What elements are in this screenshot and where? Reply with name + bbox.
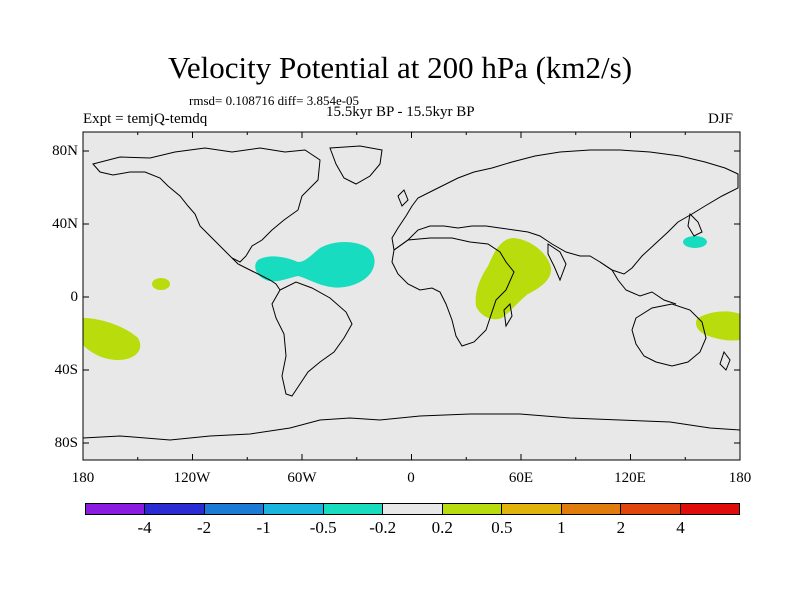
coastline-southeast-asia bbox=[599, 261, 677, 305]
colorbar bbox=[85, 503, 740, 515]
axis-ticks bbox=[82, 132, 741, 460]
coastline-africa bbox=[391, 237, 515, 347]
colorbar-label: 1 bbox=[557, 518, 566, 537]
positive-region-africa-indian bbox=[475, 238, 552, 320]
coastline-south-america bbox=[271, 281, 353, 397]
colorbar-label: -0.5 bbox=[309, 518, 337, 537]
negative-region-atlantic-caribbean bbox=[255, 242, 375, 288]
coastlines bbox=[82, 145, 741, 441]
coastline-europe-asia bbox=[391, 149, 739, 275]
coastline-greenland bbox=[329, 145, 383, 185]
season-label: DJF bbox=[708, 111, 734, 127]
coastline-india bbox=[547, 243, 567, 282]
coastline-australia bbox=[631, 303, 707, 367]
map-background bbox=[83, 132, 740, 460]
colorbar-cell bbox=[621, 504, 681, 514]
positive-region-hawaii bbox=[152, 278, 170, 290]
colorbar-label: 4 bbox=[676, 518, 685, 537]
plot-title: Velocity Potential at 200 hPa (km2/s) bbox=[167, 50, 633, 85]
period-label: 15.5kyr BP - 15.5kyr BP bbox=[326, 104, 475, 120]
experiment-label: Expt = temjQ-temdq bbox=[83, 111, 208, 127]
colorbar-cell bbox=[561, 504, 622, 514]
colorbar-cell bbox=[502, 504, 562, 514]
lat-label-0: 0 bbox=[71, 289, 79, 305]
colorbar-label: 0.5 bbox=[491, 518, 513, 537]
colorbar-label: -1 bbox=[256, 518, 271, 537]
coastline-japan bbox=[687, 212, 703, 237]
lat-label-40n: 40N bbox=[52, 216, 78, 232]
positive-region-southwest-pacific bbox=[696, 311, 740, 341]
lon-label-120e: 120E bbox=[614, 470, 646, 486]
colorbar-cell bbox=[264, 504, 324, 514]
colorbar-cell bbox=[145, 504, 205, 514]
negative-region-west-pacific bbox=[683, 236, 707, 248]
positive-region-south-pacific bbox=[83, 318, 141, 360]
colorbar-label: -4 bbox=[137, 518, 152, 537]
colorbar-label: 2 bbox=[616, 518, 626, 537]
colorbar-cell bbox=[383, 504, 443, 514]
colorbar-label: 0.2 bbox=[431, 518, 453, 537]
lon-label-60e: 60E bbox=[509, 470, 533, 486]
lon-label-180-east: 180 bbox=[729, 470, 752, 486]
lon-label-180-west: 180 bbox=[72, 470, 95, 486]
coastline-antarctica bbox=[82, 413, 741, 441]
lon-label-60w: 60W bbox=[287, 470, 317, 486]
colorbar-cell bbox=[86, 504, 146, 514]
coastline-uk bbox=[397, 189, 409, 207]
colorbar-label: -0.2 bbox=[369, 518, 397, 537]
coastline-new-zealand bbox=[719, 350, 731, 371]
lon-label-120w: 120W bbox=[174, 470, 212, 486]
coastline-central-america bbox=[231, 257, 281, 291]
rmsd-diff-label: rmsd= 0.108716 diff= 3.854e-05 bbox=[189, 93, 360, 108]
colorbar-cell bbox=[442, 504, 503, 514]
colorbar-cell bbox=[323, 504, 384, 514]
lat-label-40s: 40S bbox=[55, 362, 78, 378]
colorbar-label: -2 bbox=[196, 518, 212, 537]
lon-label-0: 0 bbox=[407, 470, 415, 486]
lat-label-80s: 80S bbox=[55, 435, 78, 451]
lat-label-80n: 80N bbox=[52, 143, 78, 159]
coastline-madagascar bbox=[503, 302, 513, 328]
colorbar-cell bbox=[204, 504, 265, 514]
anomaly-regions bbox=[83, 236, 740, 360]
colorbar-cell bbox=[680, 504, 739, 514]
coastline-north-america bbox=[92, 147, 321, 263]
